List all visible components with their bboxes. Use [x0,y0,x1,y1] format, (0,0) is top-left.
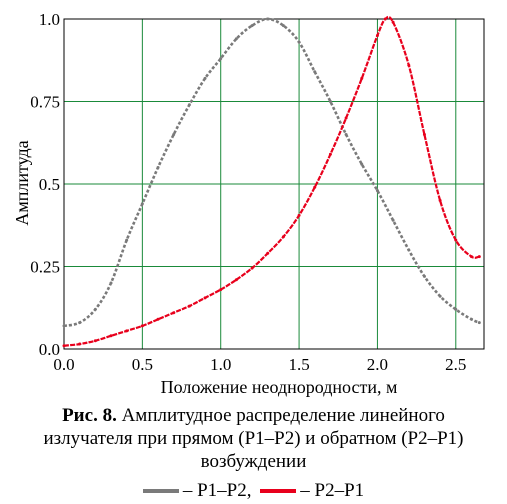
data-point-p1p2 [422,274,426,278]
legend-label-p2p1: – P2–P1 [300,480,365,501]
data-point-p1p2 [187,103,191,107]
caption-line2: излучателя при прямом (P1–P2) и обратном… [43,428,464,449]
data-point-p1p2 [407,248,411,252]
data-point-p2p1 [266,251,270,255]
data-point-p2p1 [281,235,285,239]
data-point-p2p1 [297,213,301,217]
data-point-p2p1 [391,20,395,24]
y-tick-label: 0.5 [39,175,60,194]
data-point-p1p2 [391,218,395,222]
caption-line3: возбуждении [200,451,307,472]
data-point-p2p1 [203,296,207,300]
data-point-p2p1 [454,238,458,242]
data-point-p2p1 [219,288,223,292]
data-point-p1p2 [344,133,348,136]
data-point-p1p2 [313,70,317,74]
y-tick-label: 0.75 [30,93,60,112]
x-tick-label: 1.0 [210,355,231,374]
data-point-p1p2 [438,294,442,298]
data-point-p1p2 [62,324,66,328]
data-point-p2p1 [93,339,97,343]
data-point-p2p1 [109,334,113,338]
data-point-p1p2 [172,133,176,136]
y-tick-label: 0.25 [30,258,60,277]
data-point-p1p2 [328,100,332,103]
data-point-p2p1 [344,116,348,120]
data-point-p1p2 [125,238,129,242]
data-point-p1p2 [156,166,160,169]
data-point-p2p1 [313,185,317,189]
data-point-p2p1 [172,311,176,315]
data-point-p1p2 [234,37,238,41]
data-point-p1p2 [109,281,113,285]
y-axis-label: Амплитуда [12,140,32,225]
y-tick-label: 1.0 [39,10,60,29]
x-axis-label: Положение неоднородности, м [161,377,398,397]
x-tick-label: 0.5 [132,355,153,374]
y-tick-label: 0.0 [39,340,60,359]
data-point-p1p2 [203,76,207,80]
data-point-p2p1 [469,255,473,259]
data-point-p2p1 [383,17,387,21]
data-point-p2p1 [156,317,160,321]
data-point-p2p1 [477,255,481,259]
legend-label-p1p2: – P1–P2, [182,480,252,501]
data-point-p1p2 [219,57,223,61]
x-tick-label: 1.5 [288,355,309,374]
series-line-p1p2 [63,17,480,328]
series-lines [62,15,481,348]
figure-caption: Рис. 8. Амплитудное распределение линейн… [0,404,507,473]
data-point-p2p1 [140,324,144,328]
legend-swatch-p2p1 [260,488,297,493]
data-point-p2p1 [375,34,379,37]
data-point-p1p2 [477,321,481,325]
series-line-p2p1 [63,15,480,347]
data-point-p2p1 [422,133,426,136]
data-point-p1p2 [375,189,379,193]
data-point-p2p1 [78,342,82,346]
data-point-p1p2 [469,317,473,321]
legend-swatch-p1p2 [142,488,179,493]
data-point-p1p2 [281,24,285,28]
amplitude-chart: 0.0 0.5 1.0 1.5 2.0 2.5 0.0 0.25 0.5 0.75 1.0 Поло… [12,10,485,397]
data-point-p2p1 [407,63,411,67]
caption-label: Рис. 8. [62,405,117,426]
data-point-p1p2 [266,17,270,21]
x-tick-label: 2.5 [445,355,466,374]
data-point-p1p2 [93,307,97,311]
x-tick-label: 0.0 [53,355,74,374]
data-point-p1p2 [454,307,458,311]
data-point-p2p1 [438,199,442,202]
caption-line1: Амплитудное распределение линейного [116,405,445,426]
data-point-p2p1 [328,152,332,156]
data-point-p2p1 [250,266,254,270]
legend: – P1–P2, – P2–P1 [0,479,507,503]
data-point-p2p1 [62,344,66,348]
data-point-p2p1 [125,329,129,333]
data-point-p1p2 [250,24,254,28]
data-point-p1p2 [360,162,364,166]
data-point-p1p2 [78,321,82,325]
data-point-p1p2 [297,40,301,44]
data-point-p2p1 [187,304,191,308]
data-point-p1p2 [140,202,144,206]
data-point-p2p1 [234,278,238,282]
data-point-p2p1 [360,76,364,80]
grid [64,18,484,349]
x-tick-label: 2.0 [367,355,388,374]
tick-labels: 0.0 0.5 1.0 1.5 2.0 2.5 0.0 0.25 0.5 0.75 1.0 [30,10,466,374]
